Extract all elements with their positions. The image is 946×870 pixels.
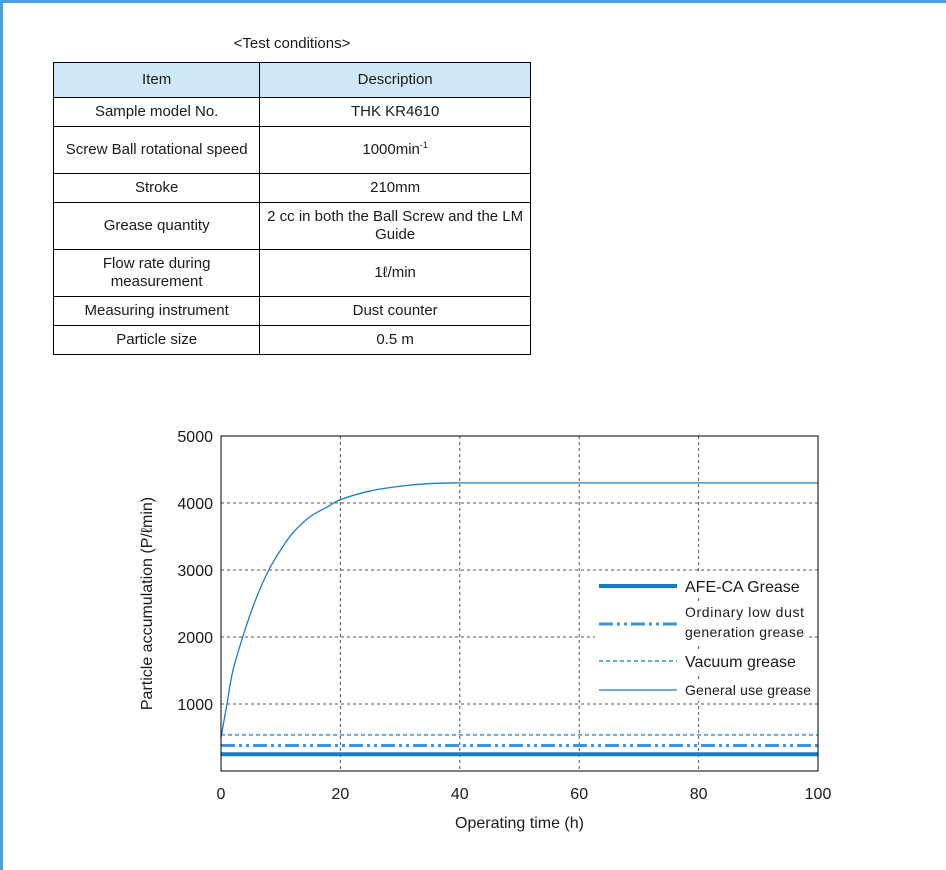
frame-left-border <box>0 0 3 870</box>
frame-top-border <box>0 0 946 3</box>
row-desc: 2 cc in both the Ball Screw and the LM G… <box>259 202 531 250</box>
plot-frame <box>220 435 819 772</box>
test-conditions-table: Item Description Sample model No. THK KR… <box>52 62 531 355</box>
header-description: Description <box>259 62 531 98</box>
y-tick-label: 5000 <box>177 429 213 446</box>
legend-label: Vacuum grease <box>685 654 796 671</box>
table-row: Flow rate during measurement 1ℓ/min <box>52 249 531 297</box>
row-item: Screw Ball rotational speed <box>52 126 261 174</box>
speed-value: 1000min <box>362 141 420 158</box>
y-tick-label: 3000 <box>177 563 213 580</box>
row-desc: 210mm <box>259 173 531 203</box>
row-item: Stroke <box>52 173 261 203</box>
x-axis-label: Operating time (h) <box>455 815 584 832</box>
row-item: Measuring instrument <box>52 296 261 326</box>
table-row: Stroke 210mm <box>52 173 531 203</box>
row-item: Particle size <box>52 325 261 355</box>
x-tick-label: 40 <box>451 786 469 803</box>
chart-legend: AFE-CA Grease Ordinary low dust generation… <box>595 574 815 701</box>
header-item: Item <box>52 62 261 98</box>
row-desc: 0.5 m <box>259 325 531 355</box>
table-row: Measuring instrument Dust counter <box>52 296 531 326</box>
table-title: <Test conditions> <box>233 35 351 52</box>
row-item: Sample model No. <box>52 97 261 127</box>
x-tick-label: 0 <box>217 786 226 803</box>
legend-label: AFE-CA Grease <box>685 579 800 596</box>
chart-series <box>220 482 818 757</box>
legend-label: General use grease <box>685 682 811 698</box>
table-row: Screw Ball rotational speed 1000min-1 <box>52 126 531 174</box>
series-line <box>220 482 818 738</box>
legend-backdrop <box>595 601 808 643</box>
x-tick-label: 60 <box>570 786 588 803</box>
y-axis-label: Particle accumulation (P/ℓmin) <box>139 497 156 710</box>
x-tick-label: 100 <box>805 786 832 803</box>
legend-label: Ordinary low dust <box>685 604 804 620</box>
chart-ticks: 0 20 40 60 80 100 1000 2000 3000 4000 5000 <box>177 429 831 803</box>
legend-backdrop <box>595 679 815 701</box>
chart-grid <box>221 436 818 771</box>
row-desc: 1ℓ/min <box>259 249 531 297</box>
row-desc: THK KR4610 <box>259 97 531 127</box>
x-tick-label: 80 <box>690 786 708 803</box>
speed-unit-exponent: -1 <box>419 140 428 150</box>
legend-label: generation grease <box>685 624 804 640</box>
row-item: Grease quantity <box>52 202 261 250</box>
y-tick-label: 2000 <box>177 630 213 647</box>
row-item: Flow rate during measurement <box>52 249 261 297</box>
table-row: Particle size 0.5 m <box>52 325 531 355</box>
table-row: Sample model No. THK KR4610 <box>52 97 531 127</box>
table-header-row: Item Description <box>52 62 531 98</box>
x-tick-label: 20 <box>332 786 350 803</box>
table-row: Grease quantity 2 cc in both the Ball Sc… <box>52 202 531 250</box>
row-desc: Dust counter <box>259 296 531 326</box>
y-tick-label: 1000 <box>177 697 213 714</box>
y-tick-label: 4000 <box>177 496 213 513</box>
